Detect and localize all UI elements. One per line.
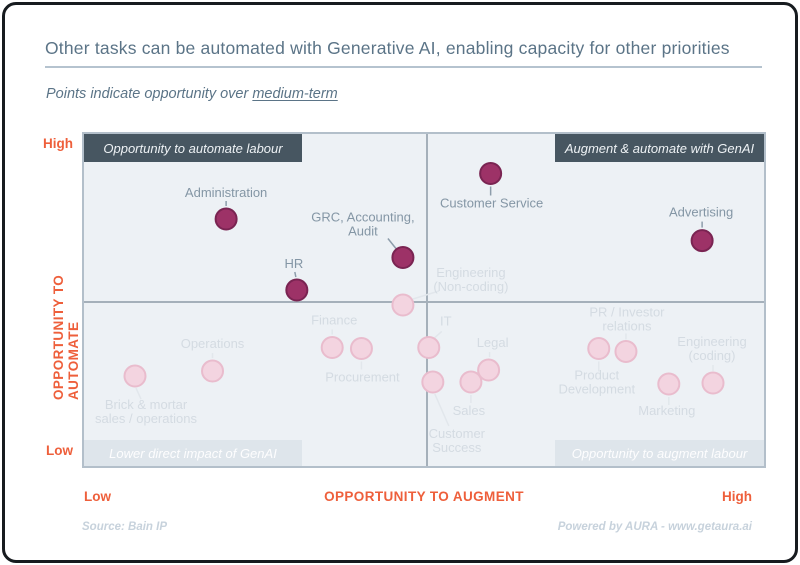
point-hr xyxy=(285,278,309,302)
point-marketing xyxy=(657,372,681,396)
y-axis-low-label: Low xyxy=(46,443,73,458)
point-label-operations: Operations xyxy=(181,336,245,351)
title-divider xyxy=(45,66,762,68)
point-customer-service xyxy=(479,162,503,186)
label-connector-grc-accounting-audit xyxy=(387,238,397,249)
point-it xyxy=(417,335,441,359)
y-axis-title: OPPORTUNITY TO AUTOMATE xyxy=(51,274,81,400)
point-sales xyxy=(459,370,483,394)
subtitle-underlined-term: medium-term xyxy=(252,86,338,102)
point-operations xyxy=(201,359,225,383)
point-label-it: IT xyxy=(440,313,452,328)
subtitle-text: Points indicate opportunity over xyxy=(46,86,253,102)
point-label-hr: HR xyxy=(284,256,303,271)
point-label-advertising: Advertising xyxy=(669,205,733,220)
label-connector-hr xyxy=(294,271,297,278)
point-grc-accounting-audit xyxy=(391,246,415,270)
quadrant-label-bottom-right: Opportunity to augment labour xyxy=(555,440,764,466)
point-label-marketing: Marketing xyxy=(638,403,695,418)
point-label-finance: Finance xyxy=(311,312,357,327)
point-label-customer-service: Customer Service xyxy=(440,196,543,211)
quadrant-label-top-left: Opportunity to automate labour xyxy=(84,134,302,162)
chart-canvas: Administration GRC, Accounting, Audit HR Cus… xyxy=(95,162,747,455)
point-label-legal: Legal xyxy=(477,335,509,350)
point-label-sales: Sales xyxy=(453,403,486,418)
chart-subtitle: Points indicate opportunity over medium-… xyxy=(46,86,338,102)
source-note: Source: Bain IP xyxy=(82,521,167,533)
quadrant-divider-horizontal xyxy=(84,301,764,303)
x-axis-high-label: High xyxy=(722,489,752,504)
point-pr-investor-relations xyxy=(614,339,638,363)
point-brick-mortar-sales-operations xyxy=(123,364,147,388)
point-label-product-development: Product Development xyxy=(558,367,635,396)
point-procurement xyxy=(349,336,373,360)
point-label-grc-accounting-audit: GRC, Accounting, Audit xyxy=(311,210,414,239)
point-customer-success xyxy=(421,370,445,394)
point-product-development xyxy=(587,336,611,360)
quadrant-chart: Administration GRC, Accounting, Audit HR Cus… xyxy=(82,132,766,468)
quadrant-label-bottom-left: Lower direct impact of GenAI xyxy=(84,440,302,466)
powered-by-note: Powered by AURA - www.getaura.ai xyxy=(558,521,752,533)
point-administration xyxy=(214,207,238,231)
y-axis-high-label: High xyxy=(43,136,73,151)
x-axis-low-label: Low xyxy=(84,489,111,504)
quadrant-label-top-right: Augment & automate with GenAI xyxy=(555,134,764,162)
label-connector-customer-success xyxy=(434,393,450,427)
point-engineering-coding xyxy=(701,371,725,395)
page-title: Other tasks can be automated with Genera… xyxy=(45,38,730,58)
label-connector-brick-mortar-sales-operations xyxy=(135,387,142,400)
point-label-pr-investor-relations: PR / Investor relations xyxy=(589,304,665,333)
x-axis-title: OPPORTUNITY TO AUGMENT xyxy=(324,489,524,504)
point-label-brick-mortar-sales-operations: Brick & mortar sales / operations xyxy=(95,397,197,426)
label-connector-engineering-non-coding xyxy=(412,290,440,300)
point-label-customer-success: Customer Success xyxy=(429,426,486,455)
point-label-procurement: Procurement xyxy=(325,369,400,384)
powered-by-text: Powered by AURA - xyxy=(557,521,669,533)
point-advertising xyxy=(690,229,714,253)
quadrant-divider-vertical xyxy=(426,134,428,466)
point-engineering-non-coding xyxy=(391,293,415,317)
point-label-engineering-coding: Engineering (coding) xyxy=(677,334,746,363)
point-finance xyxy=(320,335,344,359)
point-legal xyxy=(477,358,501,382)
point-label-engineering-non-coding: Engineering (Non-coding) xyxy=(433,265,508,294)
point-label-administration: Administration xyxy=(185,185,267,200)
getaura-link[interactable]: www.getaura.ai xyxy=(668,521,752,533)
